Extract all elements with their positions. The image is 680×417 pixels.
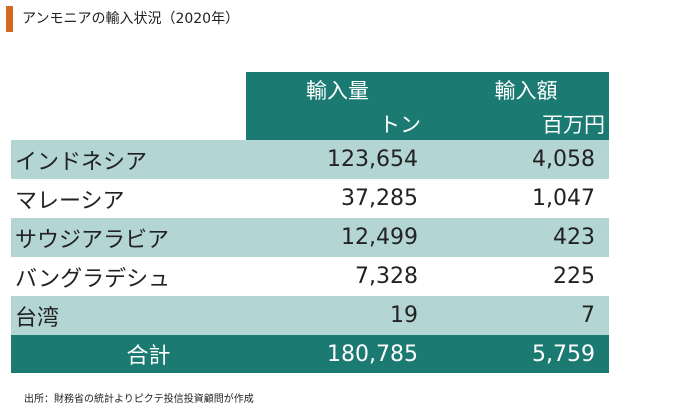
country-cell: マレーシア <box>15 188 125 214</box>
table-row: マレーシア 37,285 1,047 <box>11 179 609 218</box>
table-row: サウジアラビア 12,499 423 <box>11 218 609 257</box>
total-row: 合計 180,785 5,759 <box>11 335 609 373</box>
table-row: 台湾 19 7 <box>11 296 609 335</box>
volume-cell: 19 <box>246 296 421 335</box>
amount-cell: 1,047 <box>532 186 595 211</box>
header-volume-label: 輸入量 <box>246 72 421 107</box>
header-row-units: トン 百万円 <box>11 107 609 140</box>
amount-cell: 225 <box>553 264 595 289</box>
header-blank-cell <box>11 72 246 107</box>
country-cell: 台湾 <box>11 296 246 335</box>
header-blank-cell <box>11 107 246 140</box>
volume-cell: 37,285 <box>341 186 418 211</box>
header-volume-unit: トン <box>246 107 421 140</box>
header-row-labels: 輸入量 輸入額 <box>11 72 609 107</box>
title-accent-bar <box>6 6 13 32</box>
total-amount: 5,759 <box>421 335 609 373</box>
country-cell: バングラデシュ <box>15 266 171 292</box>
header-amount-label: 輸入額 <box>421 72 609 107</box>
import-table: 輸入量 輸入額 トン 百万円 インドネシア 123,654 4,058 マレーシ… <box>11 72 609 373</box>
volume-cell: 123,654 <box>246 140 421 179</box>
source-note: 出所：財務省の統計よりピクテ投信投資顧問が作成 <box>24 394 254 405</box>
amount-cell: 4,058 <box>421 140 609 179</box>
total-label: 合計 <box>11 335 246 373</box>
amount-cell: 7 <box>421 296 609 335</box>
table-row: インドネシア 123,654 4,058 <box>11 140 609 179</box>
volume-cell: 12,499 <box>246 218 421 257</box>
country-cell: インドネシア <box>11 140 246 179</box>
header-amount-unit: 百万円 <box>421 107 609 140</box>
page-title: アンモニアの輸入状況（2020年） <box>22 11 240 27</box>
total-volume: 180,785 <box>246 335 421 373</box>
amount-cell: 423 <box>421 218 609 257</box>
table-row: バングラデシュ 7,328 225 <box>11 257 609 296</box>
volume-cell: 7,328 <box>355 264 418 289</box>
country-cell: サウジアラビア <box>11 218 246 257</box>
